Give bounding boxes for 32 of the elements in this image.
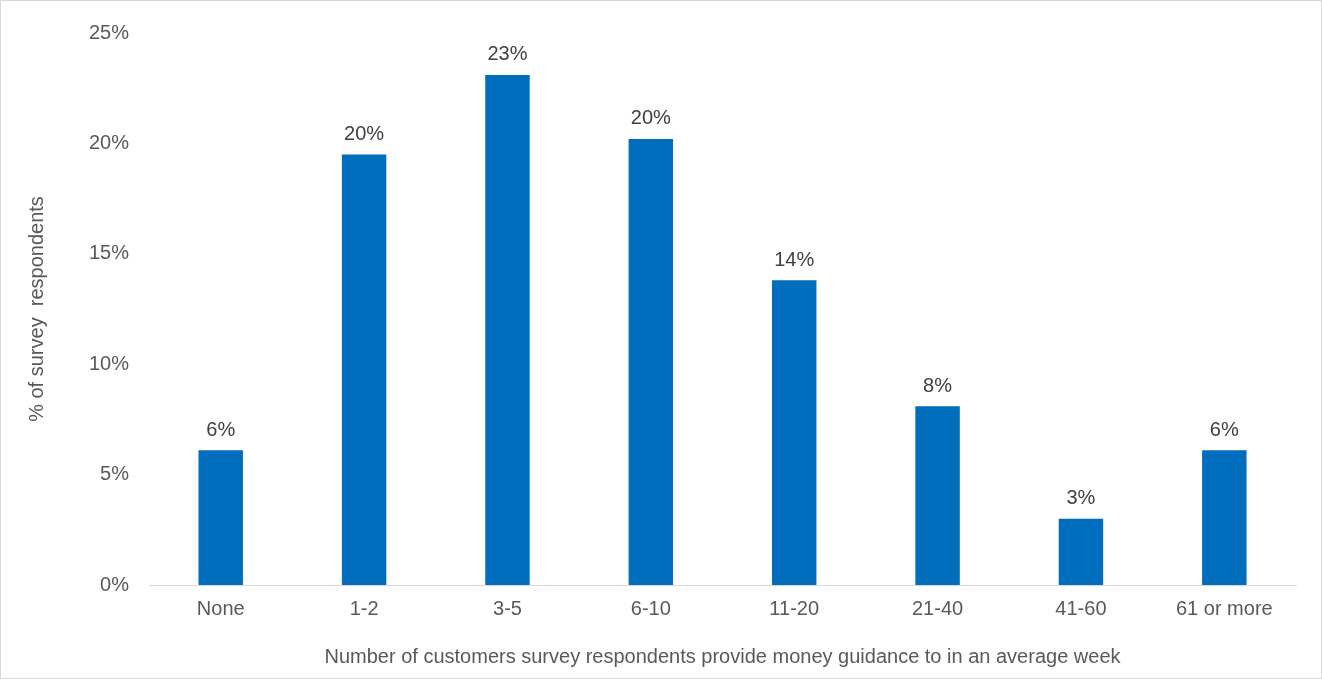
data-label: 6% (206, 417, 236, 440)
data-label: 14% (774, 247, 815, 270)
x-tick-label: 6-10 (630, 596, 671, 619)
y-tick-label: 5% (100, 462, 130, 485)
data-label: 6% (1209, 417, 1239, 440)
y-tick-label: 10% (89, 351, 130, 374)
data-label: 23% (487, 42, 528, 65)
bar (771, 280, 817, 585)
y-tick-label: 25% (89, 20, 130, 43)
x-tick-label: 3-5 (493, 596, 522, 619)
y-tick-label: 20% (89, 130, 130, 153)
data-label: 20% (630, 106, 672, 129)
x-tick-label: None (196, 596, 245, 619)
x-axis-title: Number of customers survey respondents provide money guidance to in an average week (324, 644, 1122, 667)
data-label: 20% (344, 121, 385, 144)
bar (198, 450, 243, 585)
bar (1058, 518, 1104, 585)
x-tick-label: 11-20 (769, 596, 820, 619)
bar (485, 74, 530, 585)
data-label: 8% (923, 373, 953, 396)
x-tick-label: 21-40 (911, 596, 964, 619)
data-label: 3% (1066, 486, 1096, 509)
bar (341, 154, 387, 585)
y-tick-label: 15% (89, 241, 130, 264)
bar (915, 406, 960, 585)
y-axis-title: % of survey respondents (24, 196, 47, 422)
x-tick-label: 41-60 (1055, 596, 1107, 619)
y-tick-label: 0% (100, 572, 130, 595)
bar (628, 138, 674, 585)
x-tick-label: 61 or more (1175, 596, 1273, 619)
bar (1202, 450, 1247, 585)
x-tick-label: 1-2 (349, 596, 379, 619)
